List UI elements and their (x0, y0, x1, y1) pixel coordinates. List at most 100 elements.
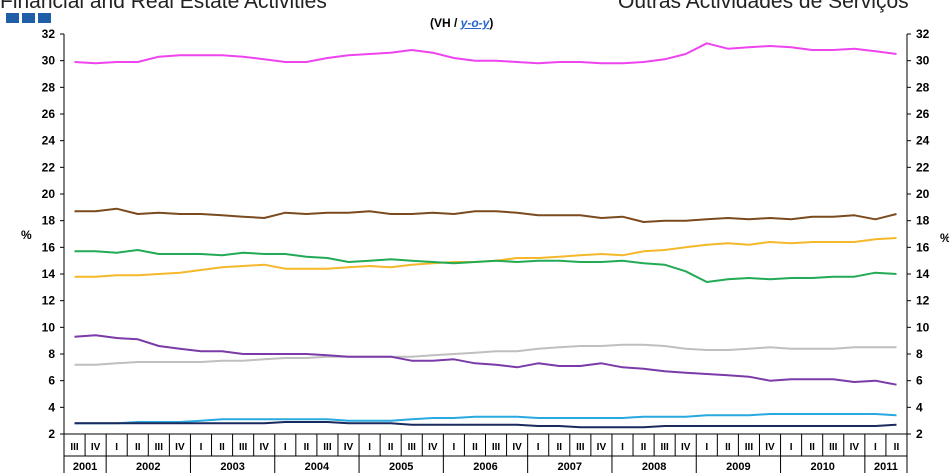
y-tick-label-left: 12 (42, 294, 56, 308)
quarter-label: IV (175, 442, 185, 453)
y-tick-label-left: 32 (42, 27, 56, 41)
y-tick-label-left: 6 (48, 374, 55, 388)
y-tick-label-left: 14 (42, 267, 56, 281)
quarter-label: I (874, 442, 877, 453)
year-label: 2004 (305, 461, 330, 473)
quarter-label: IV (681, 442, 691, 453)
quarter-label: IV (259, 442, 269, 453)
quarter-label: I (537, 442, 540, 453)
quarter-label: I (200, 442, 203, 453)
y-axis-label-left: % (21, 228, 32, 242)
quarter-label: IV (344, 442, 354, 453)
y-tick-label-right: 14 (916, 267, 930, 281)
chart-subtitle: (VH / y-o-y) (430, 16, 493, 30)
y-tick-label-left: 4 (48, 400, 55, 414)
y-axis-label-right: % (940, 231, 949, 245)
quarter-label: II (809, 442, 815, 453)
y-tick-label-right: 22 (916, 160, 930, 174)
quarter-label: II (641, 442, 647, 453)
year-label: 2006 (473, 461, 497, 473)
quarter-label: III (745, 442, 754, 453)
quarter-label: III (70, 442, 79, 453)
quarter-label: IV (91, 442, 101, 453)
quarter-label: II (388, 442, 394, 453)
series-line-3 (74, 237, 897, 278)
quarter-label: II (556, 442, 562, 453)
year-label: 2005 (389, 461, 413, 473)
quarter-label: III (660, 442, 669, 453)
y-tick-label-right: 32 (916, 27, 930, 41)
series-line-6 (74, 334, 897, 386)
year-label: 2003 (220, 461, 244, 473)
year-label: 2007 (558, 461, 582, 473)
series-line-4 (74, 249, 897, 283)
series-line-1 (74, 42, 897, 65)
quarter-label: III (323, 442, 332, 453)
y-tick-label-left: 16 (42, 240, 56, 254)
quarter-label: III (576, 442, 585, 453)
series-line-8 (74, 421, 897, 429)
quarter-label: IV (597, 442, 607, 453)
series-line-2 (74, 207, 897, 223)
quarter-label: IV (850, 442, 860, 453)
y-tick-label-right: 10 (916, 320, 930, 334)
quarter-label: II (219, 442, 225, 453)
quarter-label: II (304, 442, 310, 453)
y-tick-label-left: 22 (42, 160, 56, 174)
y-tick-label-right: 24 (916, 134, 930, 148)
blue-squares-decoration (6, 10, 54, 28)
year-label: 2011 (874, 461, 898, 473)
quarter-label: IV (765, 442, 775, 453)
y-tick-label-left: 10 (42, 320, 56, 334)
y-tick-label-right: 12 (916, 294, 930, 308)
y-tick-label-right: 16 (916, 240, 930, 254)
y-tick-label-left: 28 (42, 80, 56, 94)
y-tick-label-right: 30 (916, 54, 930, 68)
quarter-label: I (790, 442, 793, 453)
year-label: 2002 (136, 461, 160, 473)
series-line-7 (74, 413, 897, 425)
quarter-label: III (155, 442, 164, 453)
quarter-label: I (452, 442, 455, 453)
y-tick-label-right: 20 (916, 187, 930, 201)
y-tick-label-left: 30 (42, 54, 56, 68)
y-tick-label-left: 26 (42, 107, 56, 121)
y-tick-label-right: 2 (916, 427, 923, 441)
quarter-label: II (894, 442, 900, 453)
quarter-label: IV (512, 442, 522, 453)
quarter-label: I (621, 442, 624, 453)
quarter-label: II (472, 442, 478, 453)
quarter-label: I (284, 442, 287, 453)
year-label: 2009 (726, 461, 750, 473)
y-tick-label-left: 20 (42, 187, 56, 201)
quarter-label: III (492, 442, 501, 453)
y-tick-label-right: 8 (916, 347, 923, 361)
y-tick-label-right: 26 (916, 107, 930, 121)
y-tick-label-left: 8 (48, 347, 55, 361)
left-title: Financial and Real Estate Activities (0, 0, 327, 13)
quarter-label: III (239, 442, 248, 453)
quarter-label: III (408, 442, 417, 453)
quarter-label: I (115, 442, 118, 453)
subtitle-suffix: ) (489, 16, 494, 30)
quarter-label: IV (428, 442, 438, 453)
year-label: 2010 (810, 461, 834, 473)
y-tick-label-right: 28 (916, 80, 930, 94)
subtitle-yoy: y-o-y (460, 16, 490, 30)
y-tick-label-right: 18 (916, 214, 930, 228)
quarter-label: I (705, 442, 708, 453)
year-label: 2008 (642, 461, 666, 473)
year-label: 2001 (73, 461, 97, 473)
right-title: Outras Actividades de Serviços (618, 0, 909, 13)
y-tick-label-left: 18 (42, 214, 56, 228)
y-tick-label-right: 6 (916, 374, 923, 388)
quarter-label: II (135, 442, 141, 453)
subtitle-prefix: (VH / (430, 16, 461, 30)
y-tick-label-left: 2 (48, 427, 55, 441)
y-tick-label-left: 24 (42, 134, 56, 148)
series-line-5 (74, 343, 897, 366)
quarter-label: III (829, 442, 838, 453)
y-tick-label-right: 4 (916, 400, 923, 414)
quarter-label: II (725, 442, 731, 453)
